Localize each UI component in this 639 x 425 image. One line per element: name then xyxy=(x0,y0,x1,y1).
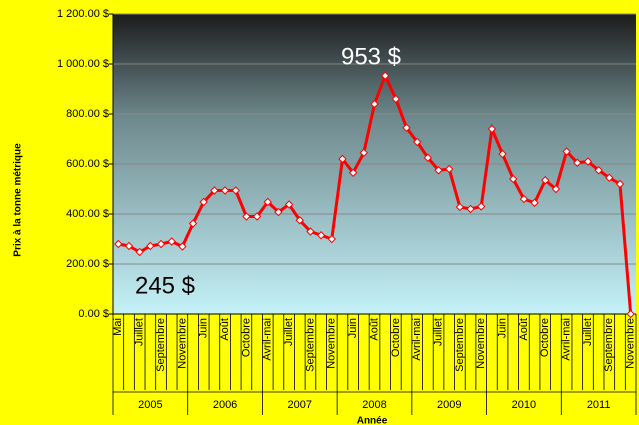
y-tick-label: 400.00 $ xyxy=(66,208,109,220)
marker xyxy=(327,234,337,244)
marker xyxy=(573,158,582,167)
x-tick-label: Juillet xyxy=(283,318,295,346)
marker xyxy=(391,94,401,104)
y-tick-label: 200.00 $ xyxy=(66,258,109,270)
x-tick-label: Novembre xyxy=(176,318,188,369)
y-tick-label: 0.00 $ xyxy=(78,308,109,320)
marker xyxy=(626,309,635,319)
marker xyxy=(551,184,561,194)
marker xyxy=(146,241,155,251)
marker xyxy=(423,153,433,162)
year-label: 2010 xyxy=(512,399,536,411)
marker xyxy=(412,137,422,147)
x-tick-label: Août xyxy=(368,318,380,341)
x-tick-label: Octobre xyxy=(240,318,252,357)
x-tick-label: Juin xyxy=(496,318,508,338)
year-label: 2006 xyxy=(213,399,237,411)
marker xyxy=(135,247,144,257)
annotation: 953 $ xyxy=(341,43,401,70)
marker xyxy=(380,71,390,80)
marker xyxy=(114,239,123,249)
x-axis-title: Année xyxy=(357,416,388,425)
marker xyxy=(498,149,507,159)
marker xyxy=(359,148,369,157)
x-tick-label: Avril-mai xyxy=(262,318,274,361)
marker xyxy=(348,168,358,177)
x-tick-label: Juillet xyxy=(582,318,594,346)
marker xyxy=(167,237,176,246)
marker xyxy=(487,124,497,134)
x-tick-label: Avril-mai xyxy=(411,318,423,361)
x-tick-label: Avril-mai xyxy=(561,318,573,361)
marker xyxy=(306,227,315,236)
y-tick-label: 1 000.00 $ xyxy=(57,58,109,70)
marker xyxy=(477,202,486,211)
marker xyxy=(402,123,411,132)
marker xyxy=(338,154,347,164)
x-tick-label: Novembre xyxy=(625,318,637,369)
x-tick-label: Septembre xyxy=(603,318,615,372)
x-tick-label: Août xyxy=(219,318,231,341)
marker xyxy=(242,212,251,221)
marker xyxy=(434,166,443,175)
marker xyxy=(583,157,593,166)
marker xyxy=(530,198,539,207)
marker xyxy=(605,173,614,182)
y-tick-label: 1 200.00 $ xyxy=(57,8,109,20)
marker xyxy=(178,242,187,251)
x-tick-label: Août xyxy=(518,318,530,341)
x-tick-label: Septembre xyxy=(304,318,316,372)
marker xyxy=(263,197,272,207)
marker xyxy=(594,166,603,175)
year-label: 2009 xyxy=(437,399,461,411)
marker xyxy=(541,176,550,185)
marker xyxy=(252,212,262,221)
year-label: 2011 xyxy=(587,399,611,411)
marker xyxy=(220,186,230,195)
marker xyxy=(231,186,240,195)
marker xyxy=(615,179,625,189)
x-tick-label: Juin xyxy=(347,318,359,338)
marker xyxy=(188,219,198,228)
y-tick-label: 600.00 $ xyxy=(66,158,109,170)
marker xyxy=(509,174,518,184)
marker xyxy=(284,200,294,209)
marker xyxy=(519,194,529,204)
x-tick-label: Novembre xyxy=(475,318,487,369)
marker xyxy=(455,202,465,212)
x-tick-label: Mai xyxy=(112,318,124,336)
x-tick-label: Juillet xyxy=(134,318,146,346)
marker xyxy=(445,164,454,174)
y-tick-label: 800.00 $ xyxy=(66,108,109,120)
year-label: 2007 xyxy=(288,399,312,411)
marker xyxy=(562,147,571,156)
marker xyxy=(124,241,134,251)
marker xyxy=(274,207,283,217)
x-tick-label: Octobre xyxy=(539,318,551,357)
annotation: 245 $ xyxy=(135,272,195,299)
x-tick-label: Juillet xyxy=(432,318,444,346)
x-tick-label: Septembre xyxy=(155,318,167,372)
year-label: 2005 xyxy=(138,399,162,411)
marker xyxy=(156,239,166,249)
marker xyxy=(295,216,304,225)
x-tick-label: Novembre xyxy=(326,318,338,369)
marker xyxy=(316,231,326,240)
year-label: 2008 xyxy=(362,399,386,411)
marker xyxy=(199,197,208,207)
x-tick-label: Octobre xyxy=(390,318,402,357)
x-tick-label: Juin xyxy=(198,318,210,338)
y-axis-title: Prix à la tonne métrique xyxy=(13,143,24,257)
x-tick-label: Septembre xyxy=(454,318,466,372)
marker xyxy=(370,99,379,109)
marker xyxy=(466,204,475,214)
marker xyxy=(210,186,219,195)
